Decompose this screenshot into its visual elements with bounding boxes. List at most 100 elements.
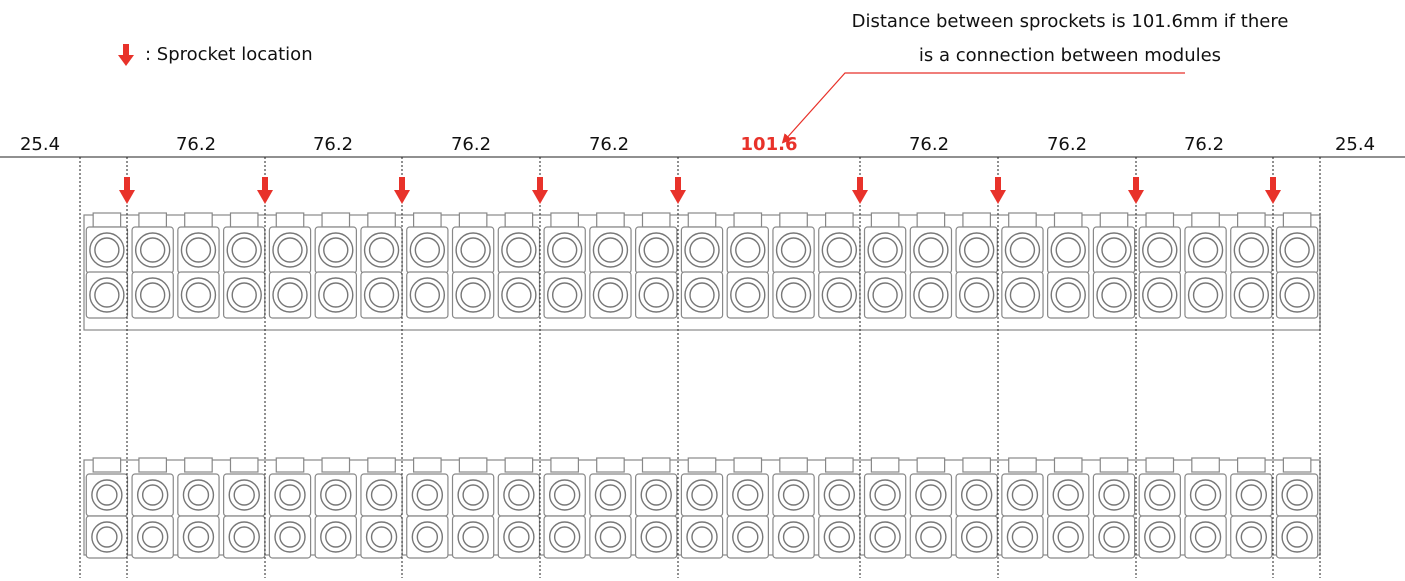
sprocket-arrow xyxy=(119,190,135,204)
link-ring xyxy=(1150,485,1170,505)
link-ring xyxy=(553,238,577,262)
link-ring xyxy=(919,238,943,262)
link-ring xyxy=(829,527,849,547)
sprocket-arrow xyxy=(852,190,868,204)
link-ring xyxy=(738,485,758,505)
link-ring xyxy=(234,485,254,505)
dimension-label: 76.2 xyxy=(1047,134,1087,155)
dimension-label: 25.4 xyxy=(20,134,60,155)
link-ring xyxy=(417,527,437,547)
link-ring xyxy=(827,238,851,262)
link-tab xyxy=(551,213,578,227)
link-tab xyxy=(185,458,212,472)
link-tab xyxy=(459,213,486,227)
link-ring xyxy=(784,527,804,547)
link-tab xyxy=(780,213,807,227)
link-ring xyxy=(690,238,714,262)
link-ring xyxy=(553,283,577,307)
link-ring xyxy=(1058,485,1078,505)
link-ring xyxy=(692,527,712,547)
link-tab xyxy=(1283,458,1310,472)
link-ring xyxy=(417,485,437,505)
sprocket-arrow xyxy=(670,190,686,204)
sprocket-arrow xyxy=(990,190,1006,204)
link-tab xyxy=(185,213,212,227)
link-tab xyxy=(1100,213,1127,227)
link-tab xyxy=(93,213,120,227)
link-tab xyxy=(642,458,669,472)
link-tab xyxy=(1283,213,1310,227)
link-tab xyxy=(414,213,441,227)
link-ring xyxy=(1104,527,1124,547)
link-ring xyxy=(463,485,483,505)
link-ring xyxy=(965,283,989,307)
link-ring xyxy=(644,283,668,307)
link-ring xyxy=(326,527,346,547)
link-ring xyxy=(1196,485,1216,505)
link-ring xyxy=(1194,238,1218,262)
link-tab xyxy=(1009,458,1036,472)
link-ring xyxy=(692,485,712,505)
link-tab xyxy=(505,458,532,472)
modules xyxy=(80,157,1320,578)
link-ring xyxy=(1058,527,1078,547)
link-ring xyxy=(1102,283,1126,307)
link-ring xyxy=(141,283,165,307)
link-tab xyxy=(871,213,898,227)
sprocket-arrow xyxy=(537,177,543,191)
link-tab xyxy=(139,458,166,472)
link-ring xyxy=(141,238,165,262)
link-ring xyxy=(232,238,256,262)
link-ring xyxy=(1194,283,1218,307)
link-ring xyxy=(600,527,620,547)
link-tab xyxy=(230,458,257,472)
link-ring xyxy=(188,527,208,547)
link-ring xyxy=(555,485,575,505)
link-ring xyxy=(555,527,575,547)
link-ring xyxy=(690,283,714,307)
link-tab xyxy=(414,458,441,472)
sprocket-arrow xyxy=(257,190,273,204)
link-ring xyxy=(97,485,117,505)
dimension-label: 101.6 xyxy=(741,134,798,155)
link-ring xyxy=(1102,238,1126,262)
sprocket-arrow xyxy=(675,177,681,191)
sprocket-arrow xyxy=(532,190,548,204)
link-ring xyxy=(415,238,439,262)
link-ring xyxy=(1241,527,1261,547)
link-ring xyxy=(1056,238,1080,262)
link-ring xyxy=(509,485,529,505)
dimension-label: 76.2 xyxy=(1184,134,1224,155)
dimension-label: 25.4 xyxy=(1335,134,1375,155)
dimension-label: 76.2 xyxy=(589,134,629,155)
link-tab xyxy=(1238,458,1265,472)
link-tab xyxy=(734,213,761,227)
link-ring xyxy=(1010,238,1034,262)
drawing: : Sprocket location Distance between spr… xyxy=(0,0,1405,581)
link-ring xyxy=(461,283,485,307)
link-ring xyxy=(370,283,394,307)
sprocket-arrow xyxy=(1270,177,1276,191)
annotation-line: is a connection between modules xyxy=(919,45,1221,66)
link-ring xyxy=(1148,238,1172,262)
legend-label: : Sprocket location xyxy=(145,44,313,65)
link-tab xyxy=(734,458,761,472)
link-tab xyxy=(1146,458,1173,472)
link-ring xyxy=(598,283,622,307)
link-tab xyxy=(963,458,990,472)
link-ring xyxy=(324,283,348,307)
link-ring xyxy=(782,238,806,262)
link-ring xyxy=(234,527,254,547)
link-ring xyxy=(507,283,531,307)
link-tab xyxy=(597,213,624,227)
link-ring xyxy=(873,283,897,307)
link-ring xyxy=(95,283,119,307)
link-ring xyxy=(1012,485,1032,505)
link-ring xyxy=(875,485,895,505)
link-tab xyxy=(1192,213,1219,227)
link-ring xyxy=(509,527,529,547)
link-ring xyxy=(1239,238,1263,262)
link-ring xyxy=(967,485,987,505)
link-ring xyxy=(372,527,392,547)
legend-arrow xyxy=(118,44,134,66)
